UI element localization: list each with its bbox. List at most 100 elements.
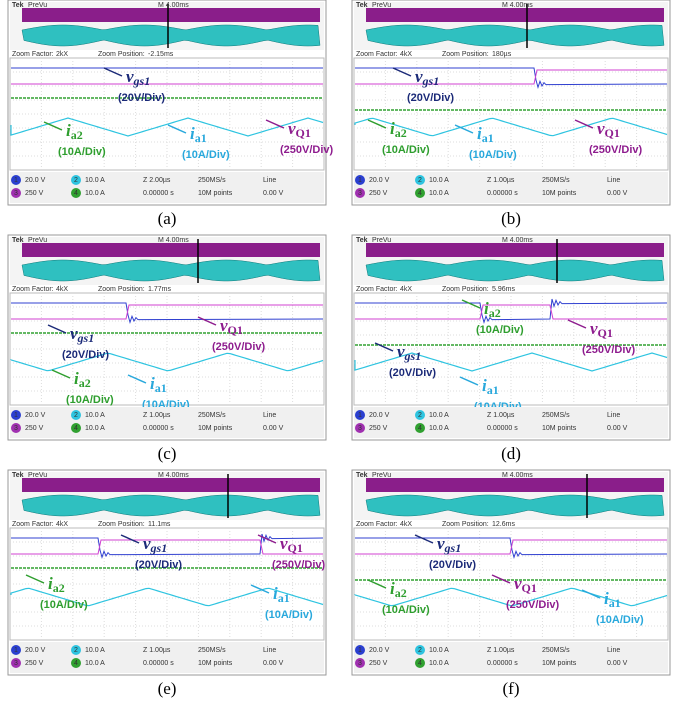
channel-number: 4 bbox=[418, 190, 422, 197]
signal-subscript: gs1 bbox=[404, 349, 422, 363]
caption: (d) bbox=[501, 444, 521, 463]
channel-scale: 10.0 A bbox=[85, 660, 105, 667]
signal-subscript: a1 bbox=[482, 131, 494, 145]
channel-number: 2 bbox=[74, 177, 78, 184]
channel-scale: 10.0 A bbox=[85, 190, 105, 197]
channel-number: 3 bbox=[358, 425, 362, 432]
figure-canvas: Tek PreVu M 4.00ms Zoom Factor: 2kX Zoom Posi… bbox=[0, 0, 692, 706]
signal-subscript: a2 bbox=[79, 376, 91, 390]
channel-number: 2 bbox=[74, 412, 78, 419]
channel-number: 4 bbox=[418, 660, 422, 667]
zoom-position-label: Zoom Position: bbox=[442, 51, 489, 58]
overview-bar bbox=[22, 8, 320, 22]
zoom-position: 12.6ms bbox=[492, 521, 515, 528]
channel-number: 3 bbox=[14, 660, 18, 667]
mode: PreVu bbox=[28, 472, 47, 479]
zoom-factor-label: Zoom Factor: bbox=[356, 51, 398, 58]
record-length: 10M points bbox=[198, 425, 233, 432]
trigger-time: 0.00000 s bbox=[143, 190, 174, 197]
signal-subscript: a2 bbox=[489, 306, 501, 320]
signal-subscript: Q1 bbox=[598, 326, 613, 340]
record-length: 10M points bbox=[198, 190, 233, 197]
zoom-position-label: Zoom Position: bbox=[98, 521, 145, 528]
record-length: 10M points bbox=[198, 660, 233, 667]
signal-subscript: a2 bbox=[53, 581, 65, 595]
zoom-scale: Z 1.00µs bbox=[487, 647, 515, 654]
channel-number: 4 bbox=[74, 190, 78, 197]
signal-scale: (20V/Div) bbox=[135, 559, 182, 571]
channel-number: 3 bbox=[358, 190, 362, 197]
overview-bar bbox=[366, 478, 664, 492]
signal-subscript: Q1 bbox=[605, 126, 620, 140]
zoom-factor-label: Zoom Factor: bbox=[356, 286, 398, 293]
channel-scale: 250 V bbox=[369, 190, 388, 197]
signal-scale: (10A/Div) bbox=[182, 149, 230, 161]
zoom-position-label: Zoom Position: bbox=[442, 286, 489, 293]
signal-scale: (10A/Div) bbox=[265, 609, 313, 621]
timebase: M 4.00ms bbox=[502, 472, 533, 479]
mode: PreVu bbox=[372, 472, 391, 479]
signal-scale: (250V/Div) bbox=[582, 344, 636, 356]
trigger-source: Line bbox=[607, 412, 620, 419]
brand: Tek bbox=[12, 472, 24, 479]
scope-panel: TekPreVuM 4.00msZoom Factor:4kXZoom Posi… bbox=[8, 470, 326, 698]
signal-subscript: a1 bbox=[195, 131, 207, 145]
signal-scale: (250V/Div) bbox=[506, 599, 560, 611]
trigger-source: Line bbox=[263, 647, 276, 654]
record-length: 10M points bbox=[542, 190, 577, 197]
signal-scale: (250V/Div) bbox=[589, 144, 643, 156]
caption: (e) bbox=[158, 679, 177, 698]
signal-subscript: a2 bbox=[395, 126, 407, 140]
mode: PreVu bbox=[372, 237, 391, 244]
caption: (b) bbox=[501, 209, 521, 228]
zoom-factor-label: Zoom Factor: bbox=[356, 521, 398, 528]
signal-scale: (20V/Div) bbox=[407, 92, 454, 104]
trigger-source: Line bbox=[263, 177, 276, 184]
channel-scale: 10.0 A bbox=[429, 647, 449, 654]
channel-number: 3 bbox=[358, 660, 362, 667]
signal-subscript: a2 bbox=[71, 128, 83, 142]
channel-scale: 20.0 V bbox=[25, 647, 46, 654]
trigger-level: 0.00 V bbox=[263, 660, 284, 667]
signal-subscript: a1 bbox=[487, 383, 499, 397]
signal-subscript: gs1 bbox=[444, 541, 462, 555]
channel-scale: 250 V bbox=[25, 660, 44, 667]
trigger-level: 0.00 V bbox=[263, 425, 284, 432]
channel-number: 1 bbox=[14, 412, 18, 419]
channel-number: 3 bbox=[14, 425, 18, 432]
channel-number: 3 bbox=[14, 190, 18, 197]
zoom-factor: 4kX bbox=[56, 521, 68, 528]
brand: Tek bbox=[356, 472, 368, 479]
sample-rate: 250MS/s bbox=[198, 412, 226, 419]
channel-number: 1 bbox=[358, 647, 362, 654]
sample-rate: 250MS/s bbox=[542, 177, 570, 184]
signal-scale: (250V/Div) bbox=[272, 559, 326, 571]
timebase: M 4.00ms bbox=[158, 2, 189, 9]
trigger-level: 0.00 V bbox=[607, 660, 628, 667]
channel-scale: 10.0 A bbox=[85, 647, 105, 654]
signal-subscript: a2 bbox=[395, 586, 407, 600]
zoom-factor: 4kX bbox=[400, 51, 412, 58]
channel-scale: 10.0 A bbox=[85, 412, 105, 419]
trigger-level: 0.00 V bbox=[607, 425, 628, 432]
signal-subscript: Q1 bbox=[228, 323, 243, 337]
record-length: 10M points bbox=[542, 425, 577, 432]
trigger-source: Line bbox=[263, 412, 276, 419]
timebase: M 4.00ms bbox=[502, 237, 533, 244]
signal-subscript: Q1 bbox=[288, 541, 303, 555]
channel-number: 2 bbox=[74, 647, 78, 654]
zoom-factor: 2kX bbox=[56, 51, 68, 58]
signal-subscript: gs1 bbox=[133, 74, 151, 88]
zoom-position-label: Zoom Position: bbox=[98, 286, 145, 293]
mode: PreVu bbox=[372, 2, 391, 9]
sample-rate: 250MS/s bbox=[542, 647, 570, 654]
zoom-factor: 4kX bbox=[400, 521, 412, 528]
zoom-factor: 4kX bbox=[400, 286, 412, 293]
overview-bar bbox=[22, 478, 320, 492]
sample-rate: 250MS/s bbox=[542, 412, 570, 419]
trigger-time: 0.00000 s bbox=[487, 190, 518, 197]
signal-scale: (20V/Div) bbox=[62, 349, 109, 361]
channel-scale: 20.0 V bbox=[369, 177, 390, 184]
signal-subscript: a1 bbox=[609, 596, 621, 610]
